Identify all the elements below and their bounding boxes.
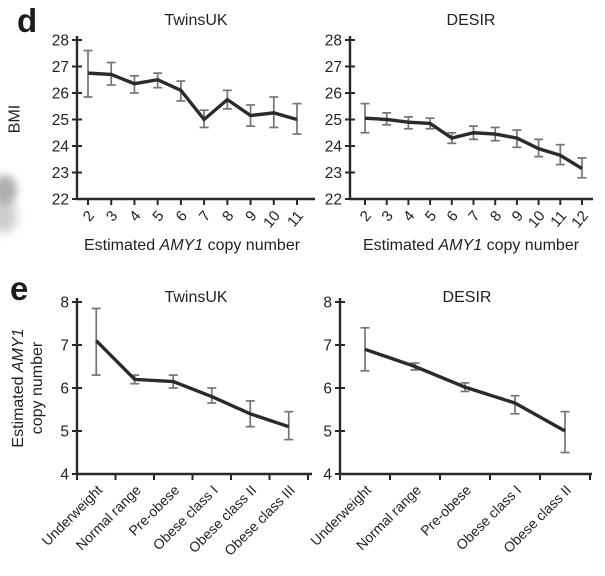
e-y-axis-title: Estimated AMY1 copy number (9, 328, 47, 447)
y-tick-label: 22 (325, 191, 342, 208)
x-title-text: copy number (482, 237, 580, 254)
x-title-text: Estimated (362, 237, 439, 254)
y-title-text: Estimated (10, 371, 27, 448)
y-tick-label: 24 (325, 138, 343, 155)
gene-name-italic: AMY1 (10, 328, 27, 372)
y-tick-label: 27 (325, 59, 342, 76)
x-tick-label: 4 (126, 208, 144, 225)
data-line (364, 116, 583, 170)
y-tick-label: 8 (60, 294, 69, 311)
x-title-text: copy number (203, 237, 301, 254)
y-tick-label: 8 (323, 294, 332, 311)
x-tick-label: 5 (149, 208, 167, 225)
x-tick-label: 10 (260, 208, 284, 232)
x-tick-label: 2 (80, 208, 98, 225)
x-tick-label: Obese class III (221, 482, 298, 559)
x-tick-label: 8 (219, 208, 237, 225)
chart-title-d-desir: DESIR (446, 12, 496, 29)
x-tick-label: 6 (173, 208, 191, 225)
gene-name-italic: AMY1 (159, 237, 204, 254)
y-tick-label: 27 (52, 59, 69, 76)
x-tick-label: 10 (525, 208, 549, 232)
y-tick-label: 26 (52, 85, 69, 102)
y-tick-label: 28 (52, 32, 69, 49)
panel-e-label: e (10, 270, 29, 307)
y-tick-label: 4 (60, 466, 69, 483)
panel-d-label: d (17, 2, 38, 39)
x-tick-label: 3 (103, 208, 121, 225)
error-bar (560, 410, 570, 454)
x-title-text: Estimated (83, 237, 160, 254)
y-tick-label: 7 (323, 337, 332, 354)
y-tick-label: 23 (52, 165, 69, 182)
x-tick-label: 9 (242, 208, 260, 225)
y-tick-label: 6 (60, 380, 69, 397)
x-tick-label: 3 (378, 208, 396, 225)
x-tick-label: 9 (509, 208, 527, 225)
x-tick-label: 7 (465, 208, 483, 225)
x-tick-label: 2 (357, 208, 375, 225)
x-tick-label: 5 (422, 208, 440, 225)
y-tick-label: 6 (323, 380, 332, 397)
y-tick-label: 28 (325, 32, 342, 49)
chart-title-e-desir: DESIR (442, 289, 492, 306)
d-y-axis-title: BMI (6, 104, 24, 134)
x-tick-label: 4 (400, 208, 418, 225)
y-tick-label: 23 (325, 165, 342, 182)
e-y-title-line2: copy number (29, 341, 46, 435)
x-tick-label: 11 (284, 208, 307, 231)
y-tick-label: 5 (323, 423, 332, 440)
e-y-title-line1: Estimated AMY1 (9, 328, 28, 447)
y-tick-label: 25 (52, 112, 69, 129)
d-desir-x-axis-title: Estimated AMY1 copy number (363, 237, 579, 255)
x-tick-label: 11 (547, 208, 570, 231)
y-tick-label: 7 (60, 337, 69, 354)
y-tick-label: 24 (52, 138, 70, 155)
x-tick-label: 6 (443, 208, 461, 225)
y-tick-label: 25 (325, 112, 342, 129)
y-tick-label: 4 (323, 466, 332, 483)
d-twinsuk-x-axis-title: Estimated AMY1 copy number (84, 237, 300, 255)
y-tick-label: 22 (52, 191, 69, 208)
x-tick-label: 7 (196, 208, 214, 225)
x-tick-label: 12 (568, 208, 592, 232)
y-tick-label: 26 (325, 85, 342, 102)
y-tick-label: 5 (60, 423, 69, 440)
data-line (95, 339, 290, 429)
chart-title-d-twinsuk: TwinsUK (164, 12, 228, 29)
x-tick-label: 8 (487, 208, 505, 225)
chart-title-e-twinsuk: TwinsUK (164, 289, 228, 306)
data-line (364, 347, 566, 433)
gene-name-italic: AMY1 (438, 237, 483, 254)
data-line (87, 71, 298, 122)
